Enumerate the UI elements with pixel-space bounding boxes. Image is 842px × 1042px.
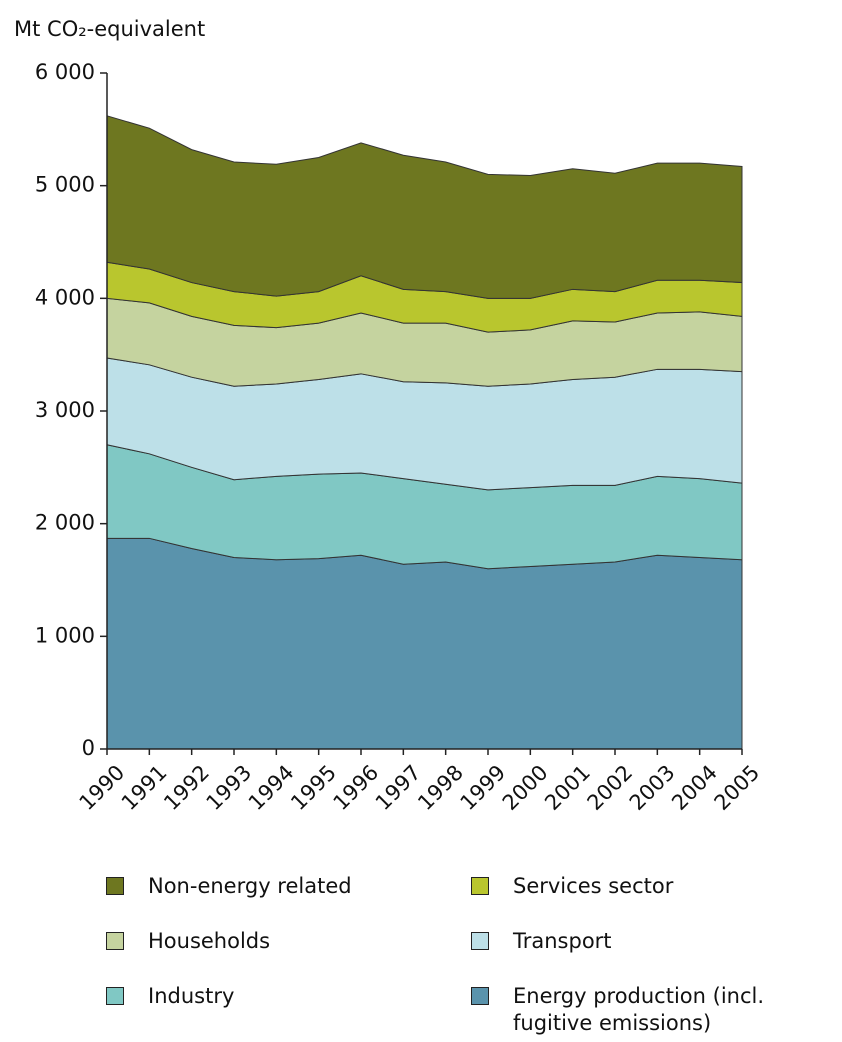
x-tick-label: 2000 [498, 760, 553, 815]
x-tick-label: 2003 [625, 760, 680, 815]
x-tick-label: 1998 [413, 760, 468, 815]
x-tick-label: 1991 [117, 760, 172, 815]
legend-item: Transport [471, 928, 775, 955]
x-tick-label: 1999 [456, 760, 511, 815]
legend-swatch [106, 877, 124, 895]
legend-swatch [471, 987, 489, 1005]
area [106, 537, 743, 750]
y-tick-label: 4 000 [35, 285, 95, 309]
legend-swatch [471, 932, 489, 950]
legend-swatch [471, 877, 489, 895]
legend-label: Households [148, 929, 271, 953]
y-tick-label: 2 000 [35, 511, 95, 535]
legend-label: Transport [513, 929, 612, 953]
x-tick-label: 1990 [75, 760, 130, 815]
x-tick-label: 1995 [286, 760, 341, 815]
legend-label: Non-energy related [148, 874, 352, 898]
legend-item: Households [106, 928, 448, 955]
x-tick-label: 2002 [583, 760, 638, 815]
x-tick-label: 2004 [667, 760, 722, 815]
legend-label: Services sector [513, 874, 674, 898]
legend-item: Energy production (incl. fugitive emissi… [471, 983, 775, 1037]
legend-swatch [106, 932, 124, 950]
x-tick-label: 1992 [159, 760, 214, 815]
y-axis-title: Mt CO₂-equivalent [14, 17, 205, 41]
area [106, 115, 743, 299]
y-tick-label: 6 000 [35, 60, 95, 84]
legend-item: Industry [106, 983, 448, 1010]
legend-item: Non-energy related [106, 873, 448, 900]
legend-swatch [106, 987, 124, 1005]
x-tick-label: 2001 [540, 760, 595, 815]
y-tick-label: 0 [82, 736, 95, 760]
y-tick-label: 3 000 [35, 398, 95, 422]
y-tick-label: 5 000 [35, 173, 95, 197]
x-tick-label: 2005 [710, 760, 765, 815]
x-tick-label: 1994 [244, 760, 299, 815]
x-tick-label: 1993 [202, 760, 257, 815]
x-tick-label: 1997 [371, 760, 426, 815]
legend-label: Energy production (incl. fugitive emissi… [513, 984, 765, 1035]
legend-label: Industry [148, 984, 235, 1008]
legend-item: Services sector [471, 873, 775, 900]
y-tick-label: 1 000 [35, 623, 95, 647]
x-tick-label: 1996 [329, 760, 384, 815]
